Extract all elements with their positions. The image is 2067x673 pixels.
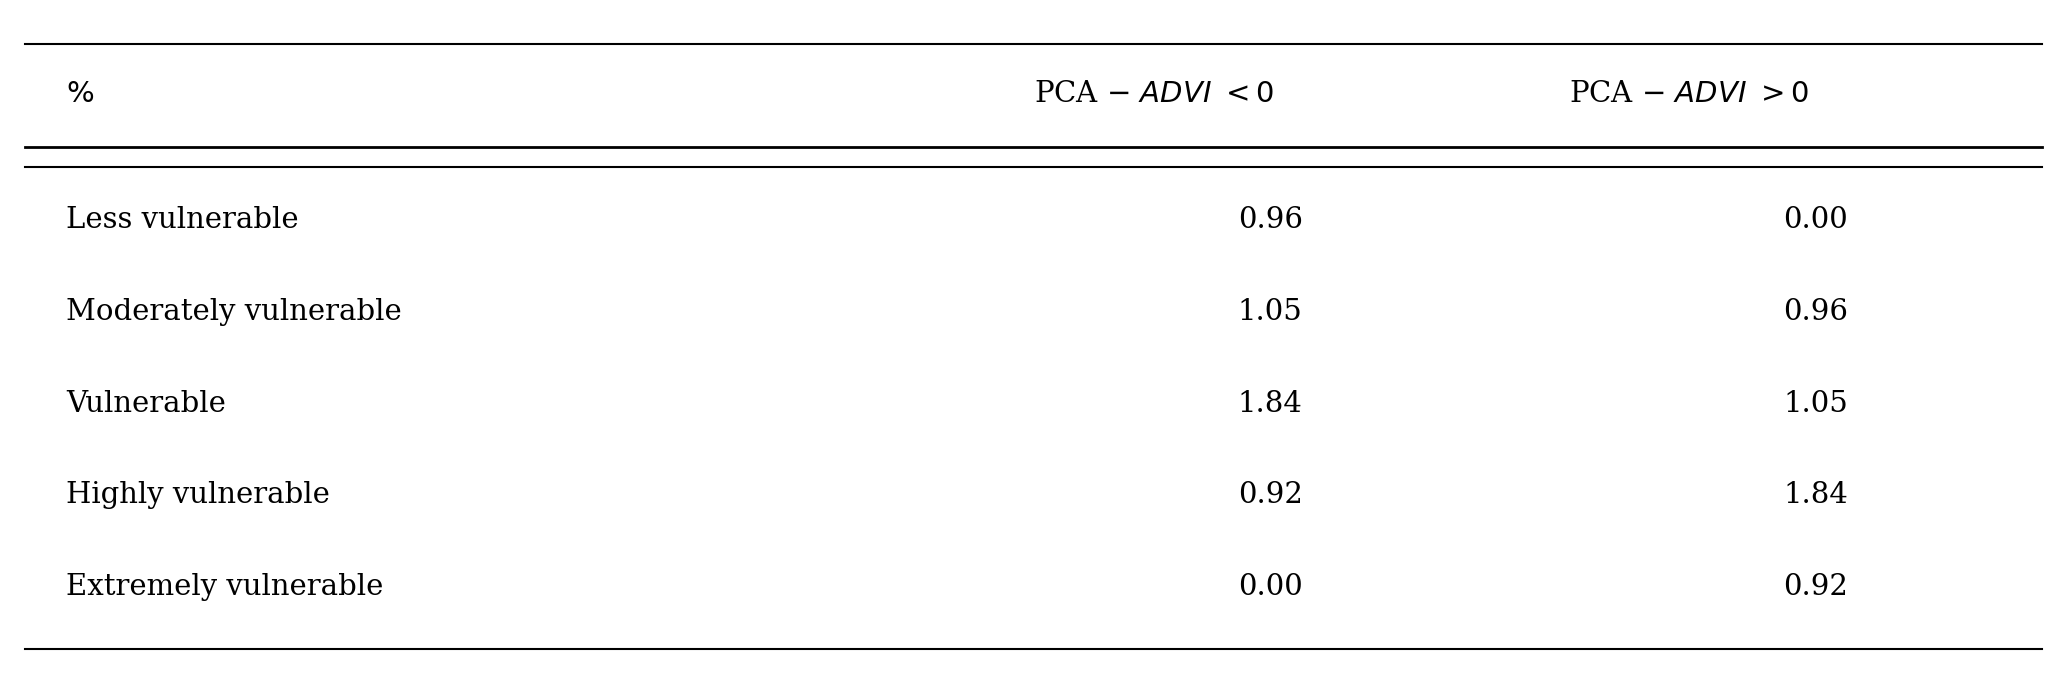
- Text: 1.84: 1.84: [1784, 481, 1848, 509]
- Text: Moderately vulnerable: Moderately vulnerable: [66, 298, 401, 326]
- Text: PCA $-$ $\mathbf{\mathit{ADVI}}$ $< 0$: PCA $-$ $\mathbf{\mathit{ADVI}}$ $< 0$: [1034, 80, 1273, 108]
- Text: Less vulnerable: Less vulnerable: [66, 206, 298, 234]
- Text: 1.84: 1.84: [1238, 390, 1302, 418]
- Text: 0.92: 0.92: [1238, 481, 1302, 509]
- Text: Vulnerable: Vulnerable: [66, 390, 225, 418]
- Text: 0.00: 0.00: [1784, 206, 1848, 234]
- Text: 0.96: 0.96: [1784, 298, 1848, 326]
- Text: 0.00: 0.00: [1238, 573, 1302, 601]
- Text: PCA $-$ $\mathbf{\mathit{ADVI}}$ $> 0$: PCA $-$ $\mathbf{\mathit{ADVI}}$ $> 0$: [1569, 80, 1809, 108]
- Text: 0.92: 0.92: [1784, 573, 1848, 601]
- Text: Highly vulnerable: Highly vulnerable: [66, 481, 331, 509]
- Text: Extremely vulnerable: Extremely vulnerable: [66, 573, 382, 601]
- Text: 1.05: 1.05: [1784, 390, 1848, 418]
- Text: 1.05: 1.05: [1238, 298, 1302, 326]
- Text: $\mathit{\%}$: $\mathit{\%}$: [66, 80, 95, 108]
- Text: 0.96: 0.96: [1238, 206, 1302, 234]
